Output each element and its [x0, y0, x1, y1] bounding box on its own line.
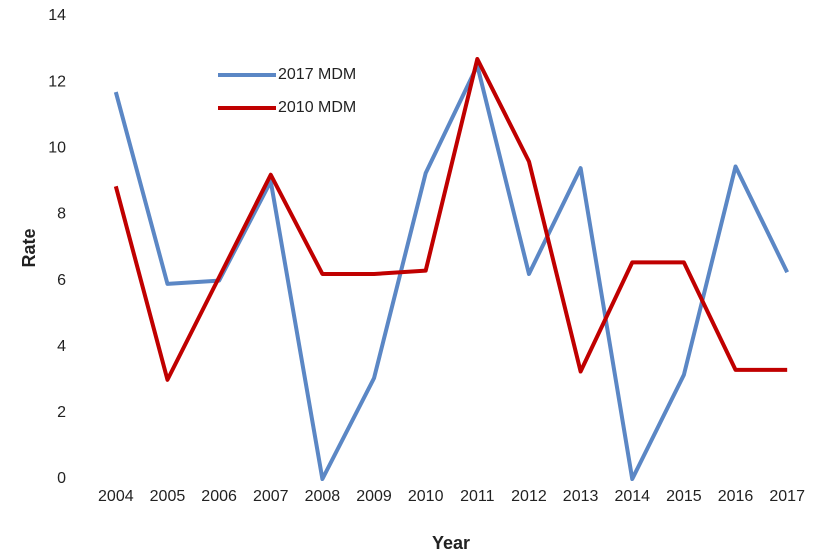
x-tick-label: 2014 — [614, 488, 650, 505]
x-tick-label: 2006 — [201, 488, 237, 505]
x-tick-label: 2012 — [511, 488, 547, 505]
legend-label: 2017 MDM — [278, 66, 356, 83]
y-tick-label: 8 — [57, 206, 66, 223]
x-axis-title: Year — [432, 533, 470, 553]
y-tick-label: 12 — [48, 73, 66, 90]
y-tick-label: 2 — [57, 404, 66, 421]
y-tick-label: 6 — [57, 272, 66, 289]
x-tick-label: 2016 — [718, 488, 754, 505]
y-axis-title: Rate — [19, 228, 39, 267]
x-tick-label: 2010 — [408, 488, 444, 505]
x-tick-label: 2011 — [460, 488, 495, 505]
x-tick-label: 2008 — [305, 488, 341, 505]
x-tick-label: 2013 — [563, 488, 599, 505]
x-tick-label: 2017 — [769, 488, 805, 505]
x-tick-label: 2009 — [356, 488, 392, 505]
y-tick-label: 10 — [48, 140, 66, 157]
x-tick-label: 2004 — [98, 488, 134, 505]
x-tick-label: 2007 — [253, 488, 289, 505]
y-tick-label: 14 — [48, 7, 66, 24]
y-tick-label: 4 — [57, 338, 66, 355]
legend-label: 2010 MDM — [278, 99, 356, 116]
y-tick-label: 0 — [57, 470, 66, 487]
x-tick-label: 2005 — [150, 488, 186, 505]
line-series — [113, 56, 788, 382]
x-tick-label: 2015 — [666, 488, 702, 505]
